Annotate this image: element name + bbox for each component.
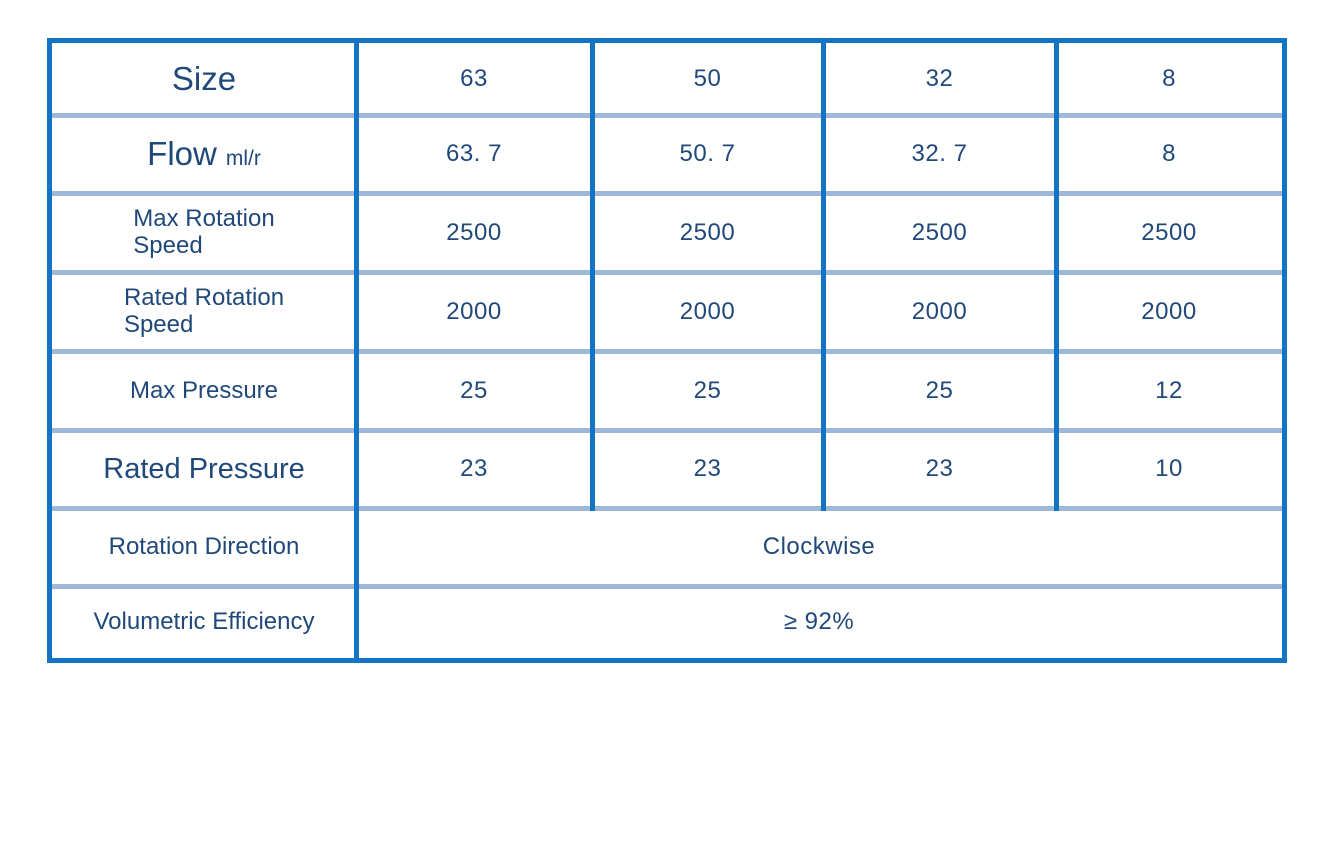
cell-text: 2000 <box>1141 297 1197 325</box>
cell-text: 10 <box>1155 455 1183 482</box>
row-header-max-rotation-speed: Max Rotation Speed <box>52 193 356 272</box>
cell-text: 50 <box>693 65 722 92</box>
rated-pressure-value-1: 23 <box>356 430 592 508</box>
cell-text: Clockwise <box>762 533 876 560</box>
flow-label-wrap: Flow ml/r <box>147 135 261 173</box>
cell-text: 23 <box>925 455 954 482</box>
flow-label: Flow <box>147 135 217 172</box>
row-header-rotation-direction: Rotation Direction <box>52 508 356 586</box>
flow-value-1: 63. 7 <box>356 115 592 193</box>
row-header-rated-pressure: Rated Pressure <box>52 430 356 508</box>
flow-value-2: 50. 7 <box>592 115 823 193</box>
row-header-volumetric-efficiency: Volumetric Efficiency <box>52 586 356 658</box>
rated-pressure-value-2: 23 <box>592 430 823 508</box>
row-divider-2 <box>52 191 1282 196</box>
cell-text: 2000 <box>679 297 736 325</box>
cell-text: 63 <box>460 65 488 92</box>
cell-text: 2500 <box>679 218 736 246</box>
volumetric-efficiency-label: Volumetric Efficiency <box>93 608 315 635</box>
cell-text: 12 <box>1155 376 1183 404</box>
rotation-direction-value: Clockwise <box>356 508 1282 586</box>
row-header-size: Size <box>52 43 356 115</box>
row-divider-6 <box>52 506 1282 511</box>
cell-text: 8 <box>1162 140 1176 167</box>
max-pressure-value-4: 12 <box>1056 351 1282 430</box>
cell-text: 2500 <box>446 218 502 246</box>
max-pressure-value-2: 25 <box>592 351 823 430</box>
max-pressure-value-1: 25 <box>356 351 592 430</box>
row-header-rated-rotation-speed: Rated Rotation Speed <box>52 272 356 351</box>
cell-text: 2000 <box>911 297 968 325</box>
rated-rotation-speed-value-3: 2000 <box>823 272 1056 351</box>
volumetric-efficiency-value: ≥ 92% <box>356 586 1282 658</box>
flow-value-3: 32. 7 <box>823 115 1056 193</box>
column-divider-2 <box>590 43 595 511</box>
rated-pressure-value-3: 23 <box>823 430 1056 508</box>
cell-text: 8 <box>1162 65 1176 92</box>
cell-text: 23 <box>460 455 488 482</box>
max-pressure-value-3: 25 <box>823 351 1056 430</box>
size-value-3: 32 <box>823 43 1056 115</box>
column-divider-4 <box>1054 43 1059 511</box>
row-divider-3 <box>52 270 1282 275</box>
size-value-1: 63 <box>356 43 592 115</box>
column-divider-1 <box>354 43 359 658</box>
cell-text: 23 <box>693 455 722 482</box>
flow-value-4: 8 <box>1056 115 1282 193</box>
cell-text: 63. 7 <box>446 140 502 167</box>
row-divider-4 <box>52 349 1282 354</box>
cell-text: 25 <box>925 376 954 404</box>
rated-rotation-speed-value-4: 2000 <box>1056 272 1282 351</box>
cell-text: ≥ 92% <box>783 608 855 635</box>
row-header-flow: Flow ml/r <box>52 115 356 193</box>
size-label: Size <box>171 60 237 97</box>
max-rotation-speed-value-4: 2500 <box>1056 193 1282 272</box>
max-pressure-label: Max Pressure <box>129 376 279 404</box>
cell-text: 50. 7 <box>679 140 736 167</box>
row-divider-1 <box>52 113 1282 118</box>
cell-text: 2500 <box>911 218 968 246</box>
cell-text: 32 <box>925 65 954 92</box>
cell-text: 2000 <box>446 297 502 325</box>
rated-pressure-label: Rated Pressure <box>103 452 305 485</box>
cell-text: 25 <box>460 376 488 404</box>
max-rotation-speed-value-3: 2500 <box>823 193 1056 272</box>
column-divider-3 <box>821 43 826 511</box>
rated-rotation-speed-label: Rated Rotation Speed <box>123 284 285 338</box>
max-rotation-speed-label: Max Rotation Speed <box>133 205 275 259</box>
cell-text: 25 <box>693 376 722 404</box>
row-header-max-pressure: Max Pressure <box>52 351 356 430</box>
specification-table: Size 63 50 32 8 Flow ml/r 63. 7 50. 7 32… <box>47 38 1287 663</box>
rotation-direction-label: Rotation Direction <box>108 533 300 560</box>
cell-text: 2500 <box>1141 218 1197 246</box>
flow-unit-label: ml/r <box>225 147 261 170</box>
size-value-4: 8 <box>1056 43 1282 115</box>
rated-rotation-speed-value-1: 2000 <box>356 272 592 351</box>
max-rotation-speed-value-1: 2500 <box>356 193 592 272</box>
row-divider-7 <box>52 584 1282 589</box>
row-divider-5 <box>52 428 1282 433</box>
size-value-2: 50 <box>592 43 823 115</box>
rated-pressure-value-4: 10 <box>1056 430 1282 508</box>
cell-text: 32. 7 <box>911 140 968 167</box>
max-rotation-speed-value-2: 2500 <box>592 193 823 272</box>
rated-rotation-speed-value-2: 2000 <box>592 272 823 351</box>
